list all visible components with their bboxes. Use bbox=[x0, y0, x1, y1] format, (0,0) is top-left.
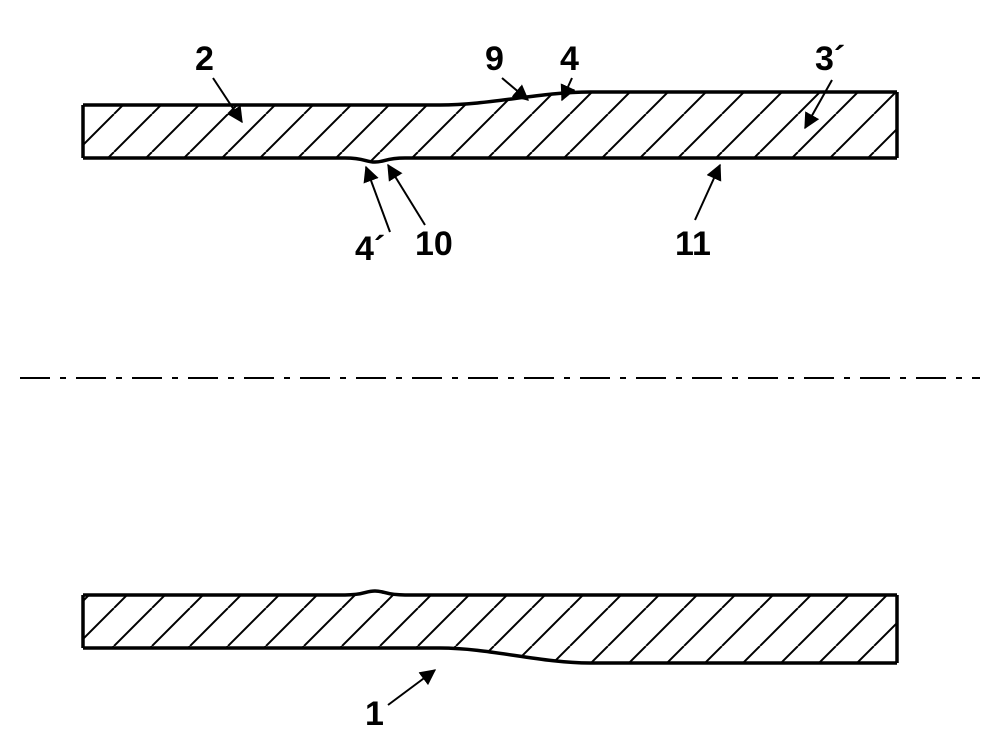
leader-n4p bbox=[366, 167, 390, 232]
leader-n10 bbox=[388, 165, 425, 225]
figure-svg bbox=[0, 0, 1000, 738]
label-n4p: 4´ bbox=[355, 230, 385, 269]
label-n9: 9 bbox=[485, 40, 504, 79]
label-n11: 11 bbox=[675, 225, 711, 264]
top-inner-edge bbox=[83, 158, 897, 162]
leader-n9 bbox=[502, 78, 528, 100]
leader-n1 bbox=[388, 670, 435, 705]
label-n2: 2 bbox=[195, 40, 214, 79]
label-n3p: 3´ bbox=[815, 40, 845, 79]
leader-n11 bbox=[695, 165, 720, 220]
bottom-inner-edge bbox=[83, 591, 897, 595]
label-n4: 4 bbox=[560, 40, 579, 79]
label-n10: 10 bbox=[415, 225, 453, 264]
label-n1: 1 bbox=[365, 695, 384, 734]
technical-figure: 2943´4´10111 bbox=[0, 0, 1000, 738]
